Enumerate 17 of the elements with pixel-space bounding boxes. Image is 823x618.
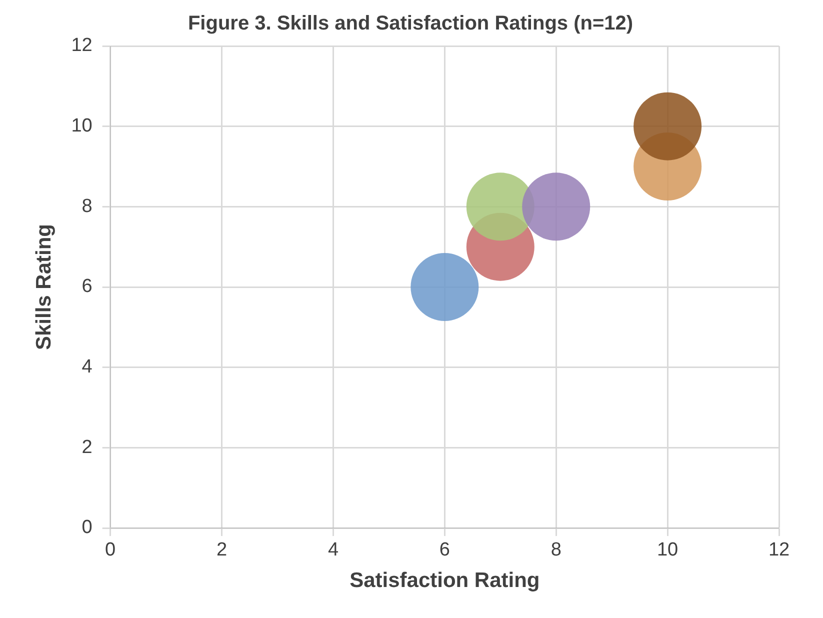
y-tick-label: 2 <box>82 436 92 458</box>
x-tick-label: 6 <box>439 540 450 561</box>
x-tick-label: 8 <box>550 540 562 561</box>
y-tick-label: 0 <box>82 517 92 538</box>
y-tick-label: 6 <box>82 276 92 298</box>
y-tick-label: 4 <box>82 356 93 378</box>
chart-title: Figure 3. Skills and Satisfaction Ratings (n=12) <box>188 12 634 35</box>
x-tick-label: 4 <box>328 540 339 561</box>
y-tick-label: 8 <box>82 196 92 217</box>
y-axis-title: Skills Rating <box>32 224 56 350</box>
x-tick-label: 2 <box>216 540 228 561</box>
y-tick-label: 12 <box>71 35 92 56</box>
x-tick-label: 10 <box>656 540 678 561</box>
y-tick-label: 10 <box>71 116 92 137</box>
x-tick-label: 0 <box>105 540 116 561</box>
x-axis-title: Satisfaction Rating <box>350 569 540 592</box>
x-tick-label: 12 <box>768 540 790 561</box>
